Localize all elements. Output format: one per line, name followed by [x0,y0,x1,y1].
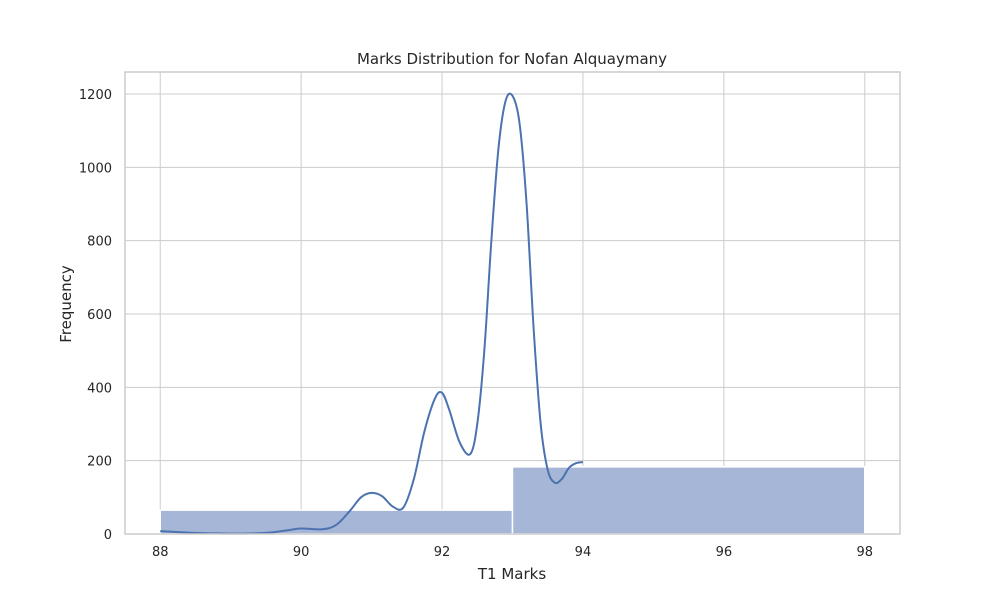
x-axis-label: T1 Marks [477,565,546,583]
x-tick-label: 94 [575,545,592,560]
y-tick-label: 1000 [79,161,112,176]
kde-curve-group [160,92,584,535]
x-tick-label: 90 [293,545,310,560]
histogram-bar [511,466,866,535]
y-tick-label: 1200 [79,88,112,103]
x-tick-label: 98 [856,545,873,560]
x-tick-labels: 88 90 92 94 96 98 [152,545,873,560]
y-tick-labels: 0 200 400 600 800 1000 1200 [79,88,112,543]
y-tick-label: 800 [87,235,112,250]
y-tick-label: 600 [87,308,112,323]
y-tick-label: 200 [87,455,112,470]
x-tick-label: 96 [716,545,733,560]
y-tick-label: 400 [87,381,112,396]
histogram-bar [159,509,514,535]
y-axis-label: Frequency [57,265,75,343]
grid [125,72,900,535]
chart-title: Marks Distribution for Nofan Alquaymany [357,50,667,68]
x-tick-label: 92 [434,545,451,560]
x-tick-label: 88 [152,545,169,560]
y-tick-label: 0 [104,528,112,543]
histogram-bars [159,466,866,535]
kde-curve [160,92,584,535]
plot-frame [124,71,901,535]
